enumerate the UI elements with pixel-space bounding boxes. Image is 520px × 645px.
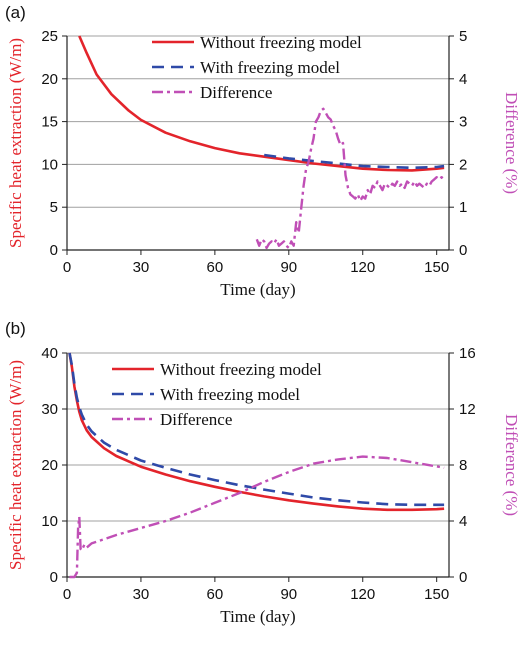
y-tick-label: 15 <box>41 114 58 131</box>
y-tick-label: 10 <box>41 513 58 530</box>
x-tick-label: 120 <box>350 259 375 276</box>
panel-b: 0 10 20 30 40 0 4 8 12 16 0 30 60 90 120 150 Time (day) S… <box>5 319 520 626</box>
panel-label: (b) <box>5 319 26 338</box>
x-tick-label: 60 <box>207 586 224 603</box>
legend: Without freezing model With freezing mode… <box>152 33 362 102</box>
series-line-dashed <box>264 153 445 170</box>
legend-label: With freezing model <box>200 58 340 77</box>
y2-tick-label: 0 <box>459 242 467 259</box>
y2-tick-label: 1 <box>459 199 467 216</box>
panel-label: (a) <box>5 3 26 22</box>
y2-tick-label: 3 <box>459 114 467 131</box>
y2-tick-label: 8 <box>459 457 467 474</box>
y2-tick-label: 12 <box>459 401 476 418</box>
x-tick-label: 90 <box>280 586 297 603</box>
x-tick-label: 150 <box>424 259 449 276</box>
series-line-dashdot <box>255 107 445 250</box>
series-line-solid <box>78 35 445 172</box>
y2-tick-label: 4 <box>459 513 467 530</box>
legend-label: With freezing model <box>160 385 300 404</box>
y-tick-label: 20 <box>41 457 58 474</box>
legend-label: Without freezing model <box>160 360 322 379</box>
y2-tick-label: 16 <box>459 345 476 362</box>
legend-label: Difference <box>200 83 272 102</box>
y-tick-label: 10 <box>41 156 58 173</box>
y-tick-label: 5 <box>50 199 58 216</box>
legend-label: Difference <box>160 410 232 429</box>
x-axis-title: Time (day) <box>220 607 295 626</box>
y2-tick-label: 5 <box>459 28 467 45</box>
legend: Without freezing model With freezing mode… <box>112 360 322 429</box>
x-tick-label: 150 <box>424 586 449 603</box>
y-tick-label: 20 <box>41 71 58 88</box>
x-tick-label: 0 <box>63 586 71 603</box>
series-line-dashed <box>68 352 445 507</box>
y-tick-label: 25 <box>41 28 58 45</box>
y-axis-title: Specific heat extraction (W/m) <box>6 38 25 248</box>
x-tick-label: 0 <box>63 259 71 276</box>
y-axis-title: Specific heat extraction (W/m) <box>6 360 25 570</box>
x-tick-label: 30 <box>133 259 150 276</box>
legend-label: Without freezing model <box>200 33 362 52</box>
series-line-dashdot <box>69 455 445 579</box>
x-tick-label: 60 <box>207 259 224 276</box>
y2-axis-title: Difference (%) <box>502 92 520 194</box>
y2-tick-label: 2 <box>459 156 467 173</box>
y2-tick-label: 0 <box>459 569 467 586</box>
x-tick-label: 90 <box>280 259 297 276</box>
y-tick-label: 30 <box>41 401 58 418</box>
y2-axis-title: Difference (%) <box>502 414 520 516</box>
x-tick-label: 30 <box>133 586 150 603</box>
y2-tick-label: 4 <box>459 71 467 88</box>
x-tick-label: 120 <box>350 586 375 603</box>
y-tick-label: 40 <box>41 345 58 362</box>
y-tick-label: 0 <box>50 242 58 259</box>
panel-a: 0 5 10 15 20 25 0 1 2 3 4 5 0 30 60 90 120 150 Time (day) S… <box>5 3 520 299</box>
y-tick-label: 0 <box>50 569 58 586</box>
x-axis-title: Time (day) <box>220 280 295 299</box>
